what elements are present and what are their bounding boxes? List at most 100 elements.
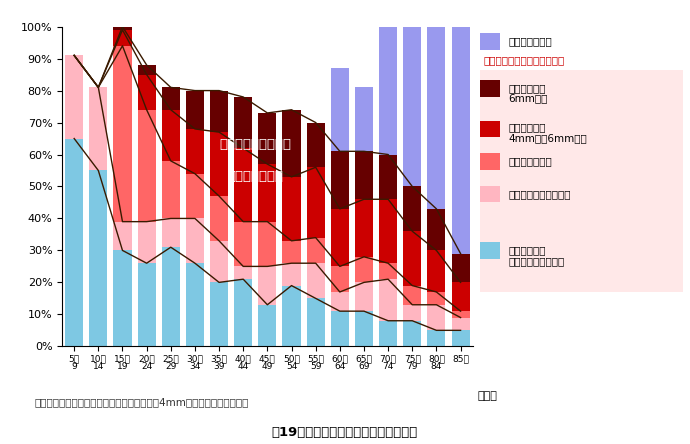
Bar <box>234 148 253 222</box>
Text: 歯周疾患（歯肉炎・歯周炎）: 歯周疾患（歯肉炎・歯周炎） <box>484 56 565 65</box>
Bar <box>427 209 446 250</box>
Bar <box>161 161 180 218</box>
Text: 歯周ポケット: 歯周ポケット <box>508 83 546 93</box>
Bar <box>451 311 470 317</box>
Bar <box>427 250 446 292</box>
Bar <box>113 30 132 46</box>
Text: 6mm以上: 6mm以上 <box>508 93 547 103</box>
Bar <box>480 242 500 259</box>
Bar <box>258 222 277 266</box>
Bar <box>331 68 349 151</box>
Text: （歳）: （歳） <box>477 391 497 401</box>
Bar <box>161 87 180 110</box>
Bar <box>480 186 500 202</box>
Bar <box>403 27 422 186</box>
Bar <box>113 222 132 250</box>
Bar <box>282 263 301 285</box>
Bar <box>355 311 373 346</box>
Text: （歯周疾患でない）: （歯周疾患でない） <box>508 256 564 266</box>
Bar <box>186 263 204 346</box>
Bar <box>258 305 277 346</box>
Bar <box>403 231 422 285</box>
Bar <box>210 241 228 282</box>
Bar <box>403 305 422 321</box>
Bar <box>210 132 228 196</box>
Text: 所見のない者: 所見のない者 <box>508 245 546 255</box>
Bar <box>355 257 373 282</box>
Bar <box>186 91 204 129</box>
Bar <box>161 218 180 247</box>
Bar <box>306 238 325 263</box>
Bar <box>137 65 156 75</box>
Bar <box>258 266 277 305</box>
Bar <box>427 305 446 330</box>
Bar <box>306 167 325 238</box>
Bar <box>427 330 446 346</box>
Bar <box>480 33 500 50</box>
Bar <box>89 170 108 346</box>
Text: 歯周疾患の領域: 歯周疾患の領域 <box>227 170 284 183</box>
Bar <box>234 222 253 266</box>
Bar <box>161 247 180 346</box>
Text: 注）　歯石の沈着の項には、歯周ポケットが4mm以上の者は含まない。: 注） 歯石の沈着の項には、歯周ポケットが4mm以上の者は含まない。 <box>34 397 249 407</box>
Bar <box>113 250 132 346</box>
Bar <box>379 27 397 155</box>
Bar <box>331 292 349 311</box>
Bar <box>427 27 446 209</box>
Bar <box>451 330 470 346</box>
Bar <box>210 282 228 346</box>
Bar <box>282 110 301 177</box>
Bar <box>234 279 253 346</box>
Bar <box>379 155 397 199</box>
Bar <box>137 110 156 222</box>
FancyBboxPatch shape <box>480 70 683 292</box>
Bar <box>186 129 204 174</box>
Bar <box>379 321 397 346</box>
Text: 歯石の沈着注）: 歯石の沈着注） <box>508 156 552 166</box>
Bar <box>282 177 301 241</box>
Bar <box>403 321 422 346</box>
Bar <box>451 27 470 254</box>
Bar <box>65 56 83 139</box>
Bar <box>355 87 373 151</box>
Bar <box>451 282 470 311</box>
Bar <box>379 199 397 263</box>
Bar <box>89 87 108 170</box>
Text: 図19　歯肉の所見の有無、年齢階級別: 図19 歯肉の所見の有無、年齢階級別 <box>272 426 418 440</box>
Bar <box>451 254 470 282</box>
Bar <box>427 292 446 305</box>
Text: プロービング後の出血: プロービング後の出血 <box>508 189 571 199</box>
Bar <box>113 27 132 30</box>
Bar <box>210 196 228 241</box>
Bar <box>331 311 349 346</box>
Bar <box>186 174 204 218</box>
Text: 対象歯のない者: 対象歯のない者 <box>508 36 552 46</box>
Bar <box>451 317 470 330</box>
Bar <box>355 282 373 311</box>
Bar <box>355 151 373 199</box>
Bar <box>331 209 349 266</box>
Bar <box>137 222 156 263</box>
Bar <box>186 218 204 263</box>
Bar <box>258 113 277 164</box>
Bar <box>65 139 83 346</box>
Bar <box>480 153 500 170</box>
Bar <box>210 91 228 132</box>
Bar <box>161 110 180 161</box>
Bar <box>480 80 500 97</box>
Text: 歯周ポケット: 歯周ポケット <box>508 122 546 132</box>
Bar <box>355 199 373 257</box>
Bar <box>113 46 132 222</box>
Bar <box>306 263 325 298</box>
Bar <box>282 285 301 346</box>
Bar <box>379 279 397 321</box>
Bar <box>331 266 349 292</box>
Bar <box>480 120 500 137</box>
Bar <box>306 123 325 167</box>
Bar <box>282 241 301 263</box>
Bar <box>258 164 277 222</box>
Bar <box>137 263 156 346</box>
Bar <box>234 97 253 148</box>
Text: 4mm以上6mm未満: 4mm以上6mm未満 <box>508 133 586 143</box>
Bar <box>137 75 156 110</box>
